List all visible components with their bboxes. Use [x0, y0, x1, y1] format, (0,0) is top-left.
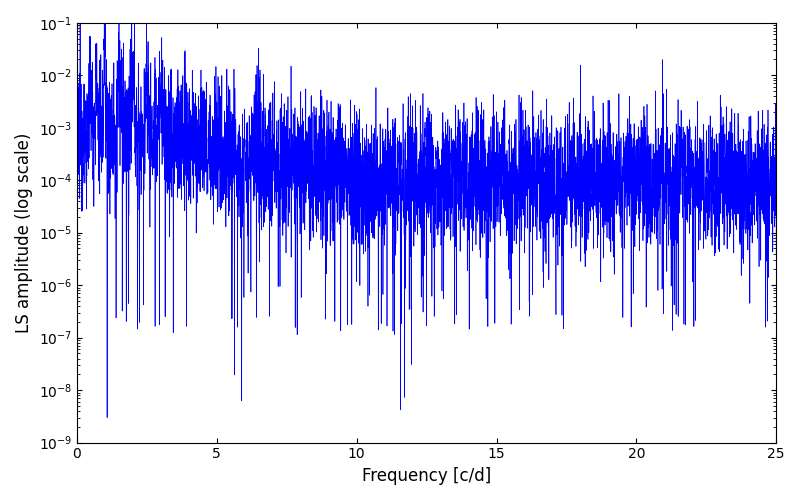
X-axis label: Frequency [c/d]: Frequency [c/d]: [362, 467, 491, 485]
Y-axis label: LS amplitude (log scale): LS amplitude (log scale): [15, 132, 33, 333]
